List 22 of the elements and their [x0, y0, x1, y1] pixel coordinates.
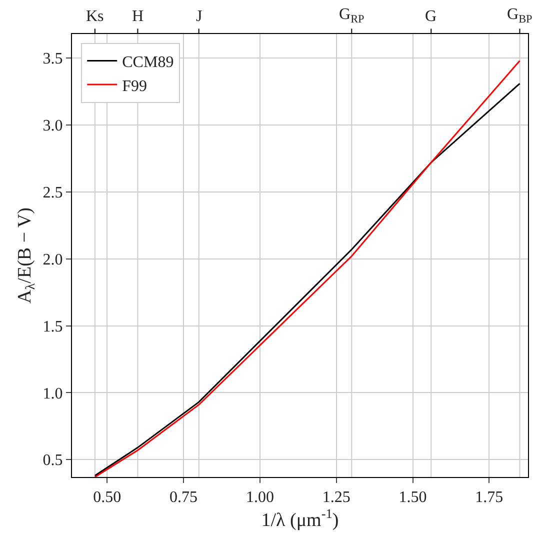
y-tick-label: 1.5	[42, 318, 63, 336]
ref-line-label: G	[425, 8, 437, 25]
legend-label: CCM89	[122, 54, 174, 71]
ref-line-label: J	[196, 8, 202, 25]
x-tick-label: 0.50	[93, 489, 122, 506]
ref-line-label: Ks	[86, 8, 104, 25]
y-tick-label: 3.0	[42, 118, 63, 135]
y-tick-label: 0.5	[42, 452, 63, 470]
x-axis-title: 1/λ (μm$^{-1}$)	[261, 506, 339, 532]
y-tick-label: 3.5	[42, 50, 63, 68]
x-tick-label: 1.00	[246, 489, 274, 506]
ref-line-label: G$_{BP}$	[507, 6, 532, 26]
y-tick-label: 2.5	[42, 184, 63, 202]
legend-label: F99	[122, 78, 148, 95]
x-tick-label: 1.50	[398, 489, 427, 506]
y-tick-label: 2.0	[42, 251, 63, 268]
y-tick-label: 1.0	[42, 385, 63, 402]
x-tick-label: 1.25	[322, 489, 350, 506]
ref-line-label: H	[132, 8, 144, 25]
x-tick-label: 1.75	[475, 489, 504, 506]
x-tick-label: 0.75	[170, 489, 198, 506]
ref-line-label: G$_{RP}$	[339, 6, 364, 26]
